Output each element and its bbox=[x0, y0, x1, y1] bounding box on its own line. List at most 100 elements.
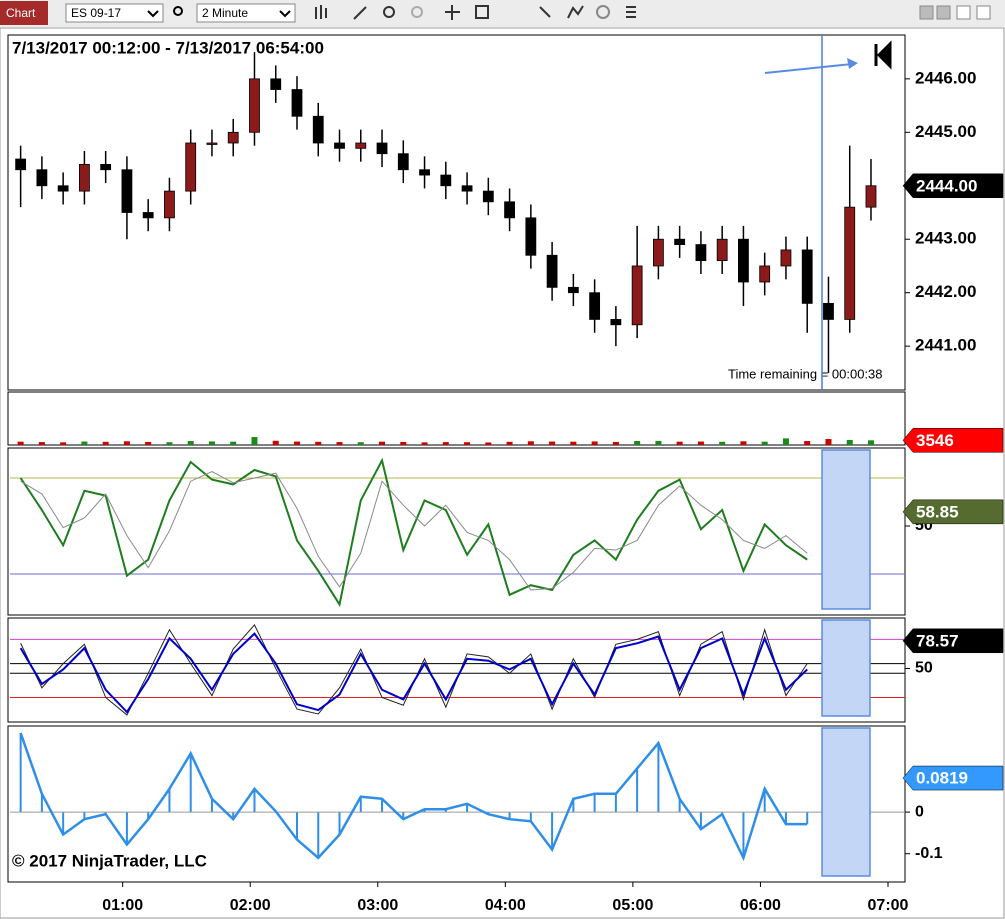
candle-body bbox=[206, 142, 218, 145]
indicator-line bbox=[20, 471, 808, 591]
bar bbox=[636, 768, 639, 813]
bar bbox=[806, 812, 809, 825]
y-tick-label: 0 bbox=[915, 803, 924, 820]
bar bbox=[336, 442, 343, 445]
candle-body bbox=[504, 201, 515, 219]
bar bbox=[570, 441, 577, 445]
range-title: 7/13/2017 00:12:00 - 7/13/2017 06:54:00 bbox=[12, 38, 324, 57]
panel bbox=[7, 391, 906, 446]
candle-body bbox=[397, 153, 409, 171]
last-value-label: 78.57 bbox=[916, 631, 959, 650]
bar bbox=[338, 812, 341, 835]
candle-body bbox=[57, 185, 69, 192]
arrow-annotation bbox=[764, 63, 853, 74]
arrow-head bbox=[847, 58, 858, 69]
y-tick-label: -0.1 bbox=[915, 845, 943, 862]
future-shade bbox=[821, 449, 871, 610]
chart-tab[interactable] bbox=[0, 1, 48, 25]
bar bbox=[825, 439, 832, 445]
last-value-label: 0.0819 bbox=[916, 769, 968, 788]
bar bbox=[867, 440, 874, 445]
x-tick-label: 01:00 bbox=[102, 897, 143, 914]
bar bbox=[400, 441, 407, 445]
bar bbox=[655, 440, 662, 445]
bar bbox=[612, 441, 619, 445]
candle-body bbox=[525, 217, 537, 256]
candle-body bbox=[482, 190, 494, 203]
bar bbox=[145, 441, 152, 445]
future-shade bbox=[821, 727, 871, 877]
bar bbox=[253, 788, 256, 813]
candle-body bbox=[79, 163, 90, 192]
x-tick-label: 06:00 bbox=[740, 897, 781, 914]
last-value-label: 58.85 bbox=[916, 502, 959, 521]
bar bbox=[697, 441, 704, 445]
bar bbox=[466, 803, 469, 813]
candle-body bbox=[270, 78, 282, 90]
bar bbox=[614, 793, 617, 813]
bar bbox=[719, 441, 726, 445]
candle-body bbox=[419, 169, 430, 176]
instrument-select[interactable] bbox=[65, 3, 164, 23]
indicator-line bbox=[19, 457, 808, 608]
bar bbox=[678, 798, 681, 813]
candle-body bbox=[695, 244, 707, 262]
candle-body bbox=[610, 319, 622, 326]
candle-body bbox=[142, 212, 154, 219]
bar bbox=[549, 441, 556, 445]
candle-body bbox=[801, 249, 813, 304]
candle-body bbox=[291, 89, 303, 117]
toolbar-icons[interactable] bbox=[315, 5, 636, 20]
x-tick-label: 05:00 bbox=[612, 897, 653, 914]
bar bbox=[740, 441, 747, 445]
bar bbox=[551, 812, 554, 850]
candle-body bbox=[249, 78, 260, 133]
panel bbox=[7, 34, 906, 391]
bar bbox=[315, 441, 322, 445]
candle-body bbox=[674, 238, 686, 245]
candle-body bbox=[355, 142, 367, 149]
x-tick-label: 07:00 bbox=[868, 897, 909, 914]
candle-body bbox=[15, 158, 27, 171]
window-buttons[interactable] bbox=[919, 5, 991, 20]
chart-tab-label: Chart bbox=[6, 6, 36, 20]
bar bbox=[251, 437, 258, 445]
bar bbox=[634, 441, 641, 445]
interval-label: 2 Minute bbox=[202, 6, 248, 20]
candle-body bbox=[164, 190, 175, 219]
bar bbox=[657, 743, 660, 813]
plot-frame bbox=[0, 27, 1005, 919]
y-tick-label: 2445.00 bbox=[915, 122, 976, 141]
time-remaining: Time remaining = 00:00:38 bbox=[728, 366, 883, 381]
bar bbox=[293, 441, 300, 445]
candle-body bbox=[865, 185, 877, 208]
bar bbox=[676, 441, 683, 445]
last-value-badge bbox=[902, 428, 1004, 453]
bar bbox=[572, 798, 575, 813]
interval-select[interactable] bbox=[196, 3, 296, 23]
panel bbox=[7, 447, 906, 616]
y-tick-label: 2442.00 bbox=[915, 282, 976, 301]
bar bbox=[359, 796, 362, 813]
search-icon[interactable] bbox=[173, 6, 183, 16]
bar bbox=[784, 812, 787, 825]
candle-body bbox=[716, 238, 728, 262]
bar bbox=[402, 812, 405, 820]
panel bbox=[7, 725, 906, 883]
candle-body bbox=[227, 131, 239, 144]
bar bbox=[381, 798, 384, 813]
scroll-end-button[interactable] bbox=[874, 40, 892, 70]
bar bbox=[444, 809, 447, 813]
candle-body bbox=[738, 238, 749, 283]
y-tick-label: 2443.00 bbox=[915, 229, 976, 248]
candle-body bbox=[440, 174, 452, 187]
toolbar bbox=[0, 0, 1005, 27]
bar bbox=[591, 441, 598, 445]
bar bbox=[442, 442, 449, 445]
candle-body bbox=[334, 142, 345, 149]
candle-body bbox=[759, 265, 771, 283]
oscillator-line bbox=[19, 732, 808, 862]
candle-body bbox=[312, 115, 324, 144]
bar bbox=[187, 441, 194, 445]
dropdown-arrow bbox=[279, 10, 291, 18]
